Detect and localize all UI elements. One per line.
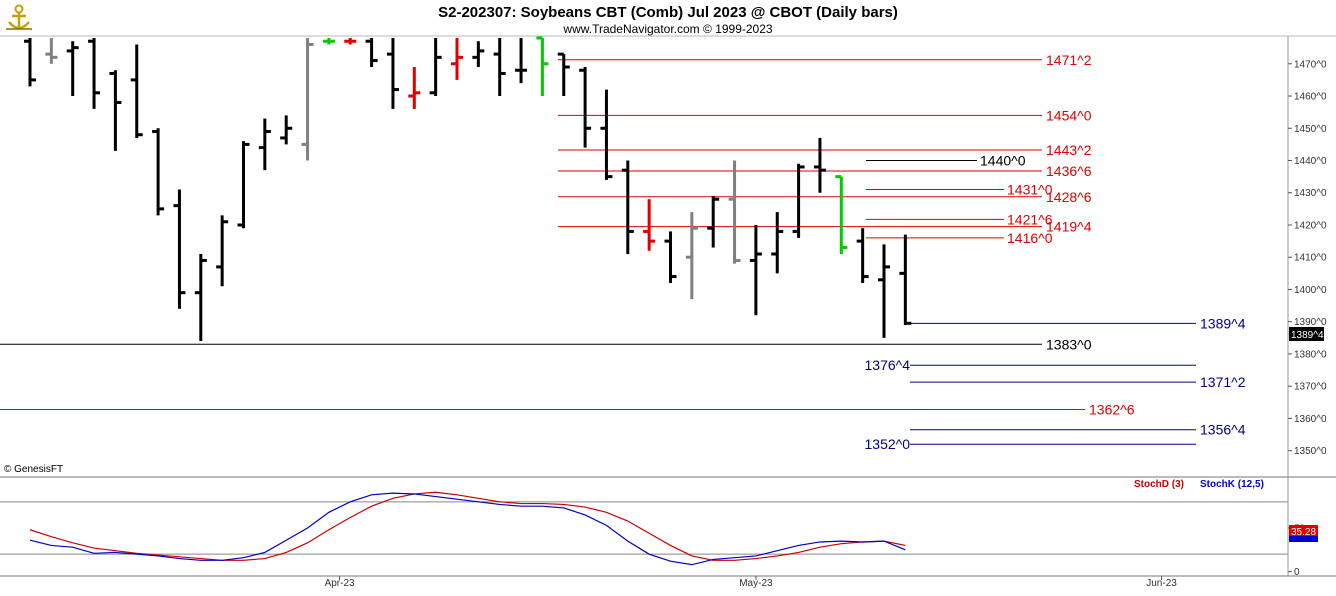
ohlc-bar	[707, 195, 720, 248]
ohlc-bar	[472, 41, 485, 68]
ohlc-bar	[322, 38, 335, 45]
ohlc-bar	[878, 244, 890, 338]
ohlc-bar	[621, 160, 634, 254]
level-label: 1454^0	[1046, 107, 1092, 123]
stoch-k-legend: StochK (12,5)	[1200, 479, 1264, 490]
ohlc-bar	[173, 189, 186, 309]
stoch-tick-label: 0	[1294, 567, 1300, 578]
level-label: 1371^2	[1200, 374, 1246, 390]
date-tick-label: May-23	[739, 578, 773, 589]
ohlc-bar	[429, 38, 442, 97]
ohlc-bar	[194, 254, 207, 342]
ohlc-bar	[408, 67, 421, 109]
chart-subtitle: www.TradeNavigator.com © 1999-2023	[562, 22, 772, 36]
level-label: 1362^6	[1089, 402, 1135, 418]
level-label: 1471^2	[1046, 52, 1092, 68]
ohlc-bar	[771, 212, 784, 274]
price-tick-label: 1440^0	[1294, 156, 1327, 167]
price-tick-label: 1420^0	[1294, 220, 1327, 231]
ohlc-bar	[728, 160, 741, 264]
level-label: 1352^0	[865, 436, 911, 452]
date-tick-label: Apr-23	[325, 578, 355, 589]
ohlc-bar	[451, 38, 463, 80]
copyright-label: © GenesisFT	[4, 464, 63, 475]
price-tick-label: 1380^0	[1294, 349, 1327, 360]
price-tick-label: 1430^0	[1294, 188, 1327, 199]
price-tick-label: 1400^0	[1294, 285, 1327, 296]
level-label: 1443^2	[1046, 142, 1092, 158]
level-label: 1421^6	[1007, 211, 1053, 227]
ohlc-bar	[643, 199, 656, 251]
level-label: 1419^4	[1046, 219, 1092, 235]
ohlc-bar	[493, 38, 506, 97]
ohlc-bar	[66, 41, 79, 97]
price-tick-label: 1450^0	[1294, 124, 1327, 135]
ohlc-bar	[536, 36, 549, 97]
ohlc-bar	[664, 231, 677, 284]
ohlc-bar	[856, 228, 869, 284]
price-axis: 1350^0 1360^0 1370^0 1380^0 1390^0 1400^0 1410…	[1288, 59, 1327, 457]
ohlc-bar	[24, 38, 36, 87]
ohlc-bar	[130, 44, 143, 138]
ohlc-bar	[344, 38, 357, 45]
date-tick-label: Jun-23	[1146, 578, 1177, 589]
stoch-d-legend: StochD (3)	[1134, 479, 1184, 490]
ohlc-bar	[579, 67, 592, 148]
price-tick-label: 1350^0	[1294, 446, 1327, 457]
ohlc-bar	[280, 115, 293, 145]
stochastic-reference-lines	[0, 501, 1288, 555]
chart-title: S2-202307: Soybeans CBT (Comb) Jul 2023 …	[438, 4, 898, 21]
stoch-series-line	[29, 491, 906, 561]
level-label: 1376^4	[865, 357, 911, 373]
price-tick-label: 1370^0	[1294, 382, 1327, 393]
ohlc-bar	[813, 137, 826, 193]
ohlc-bar	[237, 141, 250, 229]
date-axis: Apr-23 May-23 Jun-23	[325, 576, 1177, 589]
level-label: 1383^0	[1046, 336, 1092, 352]
ohlc-bar	[258, 118, 271, 171]
level-label: 1436^6	[1046, 163, 1092, 179]
stoch-value-label: 35.28	[1291, 527, 1316, 538]
ohlc-bar	[792, 163, 805, 238]
ohlc-bar	[899, 234, 912, 325]
level-label: 1428^6	[1046, 189, 1092, 205]
level-label: 1416^0	[1007, 230, 1053, 246]
price-tick-label: 1470^0	[1294, 59, 1327, 70]
price-tick-label: 1460^0	[1294, 92, 1327, 103]
level-label: 1389^4	[1200, 315, 1246, 331]
ohlc-bar	[386, 38, 399, 109]
level-label: 1356^4	[1200, 422, 1246, 438]
price-bars	[24, 36, 912, 342]
ohlc-bar	[45, 38, 58, 64]
ohlc-bar	[109, 70, 122, 151]
stoch-series-line	[29, 492, 906, 566]
ohlc-bar	[152, 128, 165, 216]
level-label: 1440^0	[980, 153, 1026, 169]
level-label: 1431^0	[1007, 182, 1053, 198]
ohlc-bar	[301, 38, 314, 161]
ohlc-bar	[600, 89, 613, 180]
last-price-label: 1389^4	[1291, 330, 1324, 341]
stoch-value-tag: 35.28	[1289, 525, 1318, 542]
ohlc-bar	[685, 212, 698, 300]
ohlc-bar	[835, 175, 848, 254]
price-tick-label: 1360^0	[1294, 414, 1327, 425]
ohlc-bar	[515, 38, 528, 84]
ohlc-bar	[557, 52, 570, 97]
ohlc-bar	[216, 215, 229, 287]
stochastic-series	[29, 491, 906, 566]
price-tick-label: 1410^0	[1294, 253, 1327, 264]
ohlc-bar	[749, 224, 762, 316]
price-tick-label: 1390^0	[1294, 317, 1327, 328]
ohlc-bar	[365, 38, 378, 68]
last-price-tag: 1389^4	[1289, 327, 1324, 341]
anchor-logo-icon	[4, 2, 34, 32]
ohlc-bar	[88, 38, 101, 109]
